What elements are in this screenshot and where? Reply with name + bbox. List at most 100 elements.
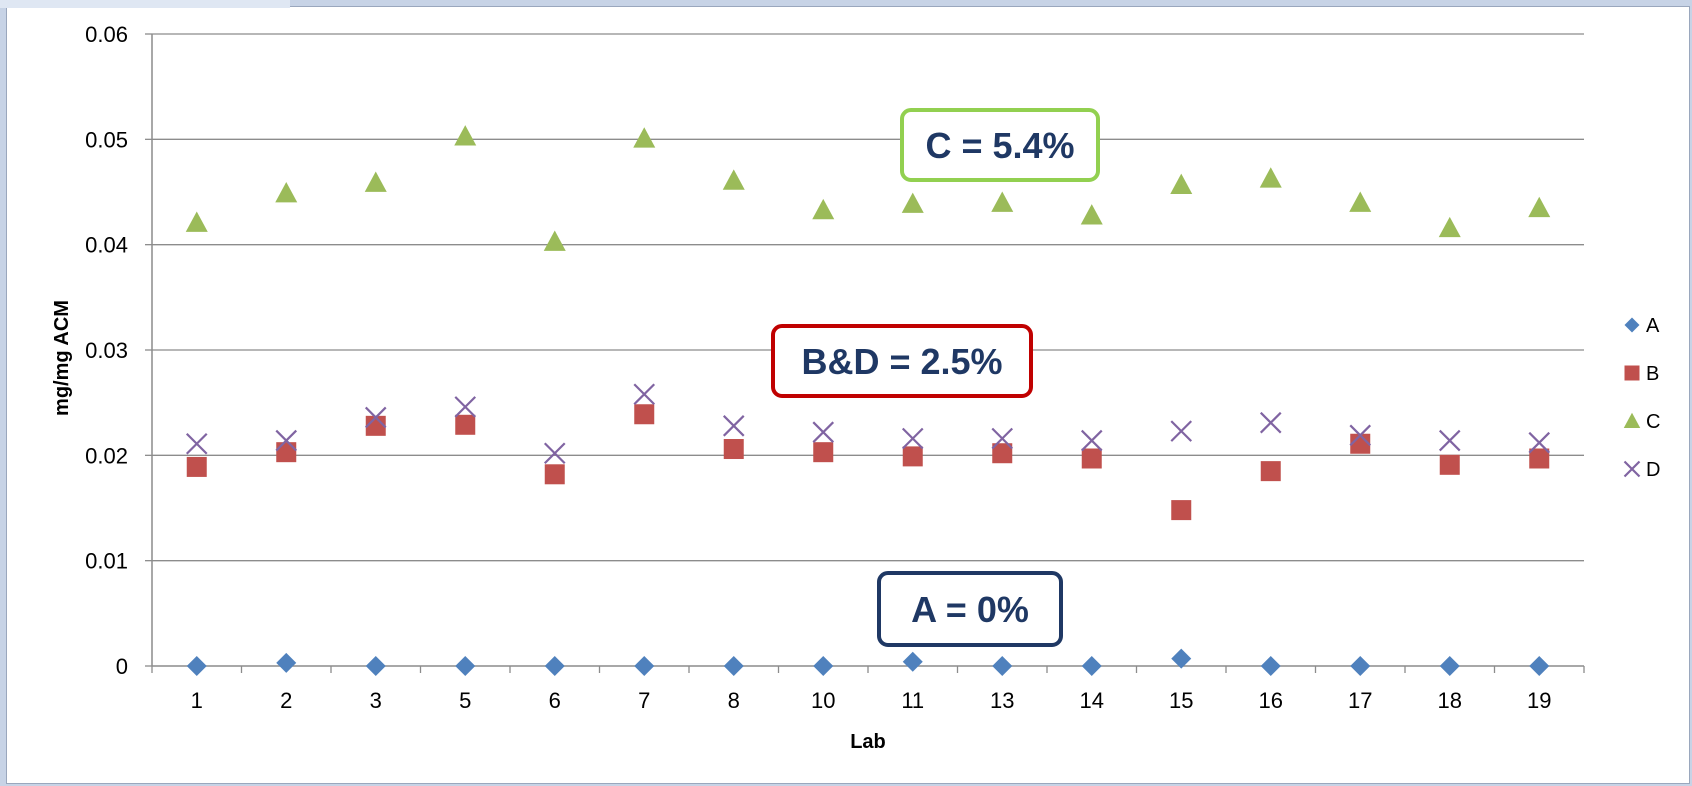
point-d [1170, 420, 1193, 442]
point-b [1260, 461, 1281, 482]
point-d [722, 415, 745, 437]
callouts: C = 5.4% B&D = 2.5% A = 0% [771, 108, 1100, 647]
point-b [544, 464, 565, 485]
point-b [813, 442, 834, 463]
point-c [185, 211, 208, 232]
point-a [1439, 656, 1460, 676]
legend-marker-a [1624, 317, 1640, 333]
point-c [1080, 204, 1103, 225]
y-tick-label: 0.04 [85, 233, 128, 258]
x-tick-label: 6 [549, 688, 561, 713]
point-b [1439, 454, 1460, 475]
point-d [1259, 411, 1282, 434]
point-a [1260, 656, 1281, 676]
y-axis-title: mg/mg ACM [51, 300, 73, 416]
callout-a-text: A = 0% [911, 589, 1029, 630]
y-tick-label: 0 [116, 654, 128, 679]
y-tick-label: 0.01 [85, 549, 128, 574]
point-d [901, 427, 924, 450]
point-c [1259, 167, 1282, 188]
point-b [902, 446, 923, 467]
point-a [902, 651, 923, 672]
point-c [1528, 196, 1551, 218]
callout-a: A = 0% [877, 571, 1063, 647]
point-d [1438, 429, 1461, 452]
point-a [992, 656, 1013, 676]
point-b [186, 456, 207, 477]
x-tick-label: 8 [728, 688, 740, 713]
legend-marker-b [1624, 365, 1640, 381]
point-c [364, 171, 387, 192]
point-b [1171, 500, 1192, 521]
point-c [1438, 216, 1461, 238]
point-c [1349, 191, 1372, 212]
point-a [365, 656, 386, 676]
point-c [454, 125, 477, 146]
legend-label-b: B [1646, 363, 1659, 385]
point-b [365, 415, 386, 436]
y-tick-label: 0.02 [85, 443, 128, 468]
point-d [543, 442, 566, 465]
legend: A B C D [1623, 315, 1660, 481]
x-tick-label: 10 [811, 688, 835, 713]
point-b [455, 414, 476, 435]
x-tick-label: 5 [459, 688, 471, 713]
point-b [1529, 448, 1550, 469]
x-tick-label: 2 [280, 688, 292, 713]
x-tick-label: 7 [638, 688, 650, 713]
point-a [186, 656, 207, 676]
point-b [992, 443, 1013, 464]
point-d [1080, 429, 1103, 452]
legend-marker-d [1623, 460, 1641, 478]
series-c [185, 125, 1551, 251]
callout-c: C = 5.4% [900, 108, 1100, 182]
gridlines [152, 33, 1584, 562]
point-a [455, 656, 476, 676]
point-d [185, 432, 208, 455]
callout-bd: B&D = 2.5% [771, 324, 1033, 398]
x-tick-label: 17 [1348, 688, 1372, 713]
x-tick-label: 13 [990, 688, 1014, 713]
legend-marker-c [1623, 412, 1641, 429]
point-a [813, 656, 834, 676]
point-d [991, 427, 1014, 450]
point-a [1171, 648, 1192, 669]
x-tick-label: 15 [1169, 688, 1193, 713]
point-c [991, 191, 1014, 212]
legend-label-c: C [1646, 411, 1660, 433]
point-b [276, 442, 297, 463]
series-d [185, 383, 1551, 465]
legend-label-d: D [1646, 459, 1660, 481]
point-d [633, 383, 656, 406]
point-b [634, 404, 655, 425]
point-b [1081, 448, 1102, 469]
callout-c-text: C = 5.4% [925, 125, 1074, 166]
x-tick-label: 16 [1259, 688, 1283, 713]
point-d [1528, 431, 1551, 454]
point-d [364, 406, 387, 429]
point-d [275, 429, 298, 452]
x-tick-label: 18 [1438, 688, 1462, 713]
point-d [1349, 424, 1372, 447]
point-c [1170, 173, 1193, 194]
point-d [454, 396, 477, 418]
point-a [634, 656, 655, 676]
x-tick-label: 11 [901, 688, 924, 713]
point-a [276, 652, 297, 673]
point-c [722, 169, 745, 190]
callout-bd-text: B&D = 2.5% [801, 341, 1002, 382]
x-axis-title: Lab [850, 731, 886, 753]
y-tick-label: 0.03 [85, 338, 128, 363]
point-c [275, 182, 298, 203]
point-d [812, 421, 835, 443]
point-a [1529, 656, 1550, 676]
point-a [723, 656, 744, 676]
x-tick-label: 19 [1527, 688, 1551, 713]
series-b [186, 404, 1550, 521]
x-tick-labels: 1 2 3 5 6 7 8 10 11 13 14 15 16 17 18 19 [191, 688, 1552, 713]
point-a [1081, 656, 1102, 676]
axes [145, 33, 1585, 673]
y-tick-label: 0.06 [85, 22, 128, 47]
window-corner-tab [0, 0, 290, 8]
